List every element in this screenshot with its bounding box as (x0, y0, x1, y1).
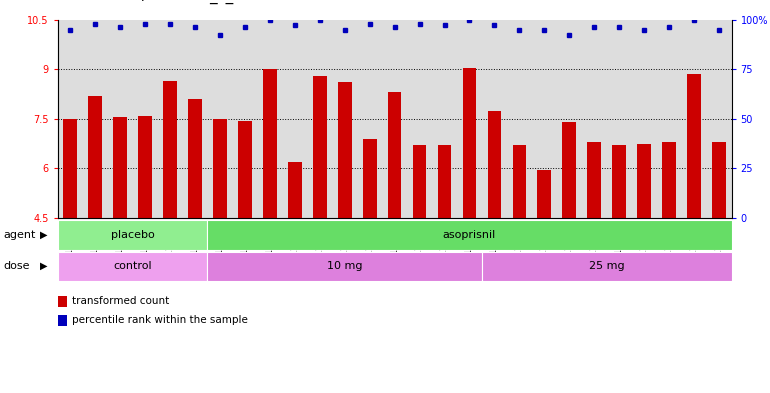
Text: ▶: ▶ (40, 261, 48, 271)
Bar (139, 116, 152, 218)
Bar (588, 142, 601, 218)
Bar (207, 252, 482, 281)
Bar (288, 162, 302, 218)
Bar (63, 119, 77, 218)
Text: placebo: placebo (111, 230, 155, 240)
Bar (437, 145, 451, 218)
Bar (612, 145, 626, 218)
Bar (58, 252, 207, 281)
Bar (163, 81, 177, 218)
Bar (188, 99, 202, 218)
Bar (313, 76, 326, 218)
Text: 10 mg: 10 mg (327, 261, 363, 271)
Bar (513, 145, 526, 218)
Text: control: control (113, 261, 152, 271)
Bar (662, 142, 676, 218)
Text: asoprisnil: asoprisnil (443, 230, 496, 240)
Bar (363, 139, 377, 218)
Bar (537, 170, 551, 218)
Bar (213, 119, 227, 218)
Bar (338, 83, 352, 218)
Bar (487, 110, 501, 218)
Text: transformed count: transformed count (72, 296, 169, 306)
Bar (388, 92, 401, 218)
Bar (413, 145, 427, 218)
Bar (463, 68, 477, 218)
Bar (712, 142, 726, 218)
Text: agent: agent (4, 230, 36, 240)
Text: ▶: ▶ (40, 230, 48, 240)
Bar (687, 74, 701, 218)
Bar (58, 220, 207, 250)
Bar (89, 96, 102, 218)
Bar (263, 69, 276, 218)
Bar (238, 121, 252, 218)
Bar (113, 117, 127, 218)
Bar (482, 252, 732, 281)
Bar (562, 122, 576, 218)
Text: dose: dose (4, 261, 30, 271)
Text: percentile rank within the sample: percentile rank within the sample (72, 315, 247, 325)
Bar (638, 144, 651, 218)
Bar (207, 220, 732, 250)
Text: 25 mg: 25 mg (589, 261, 624, 271)
Text: GDS4923 / 203232_s_at: GDS4923 / 203232_s_at (65, 0, 249, 4)
